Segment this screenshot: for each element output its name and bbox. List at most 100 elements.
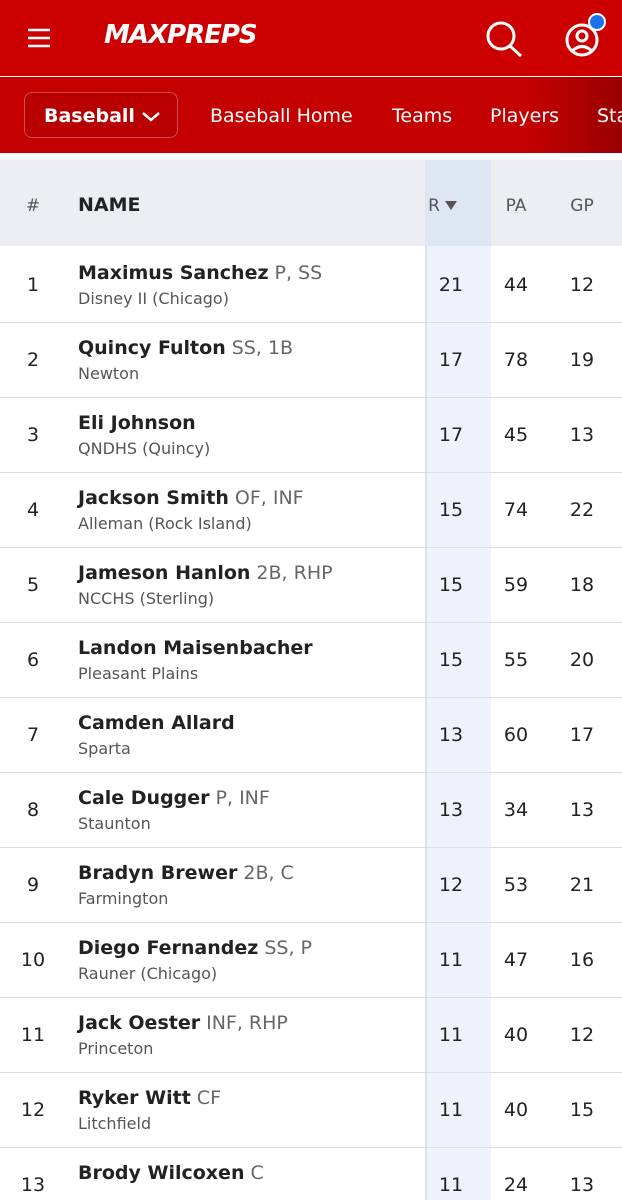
table-row[interactable]: 7 Camden Allard Sparta 13 60 17	[0, 697, 622, 773]
positions: 2B, C	[243, 862, 294, 884]
stat-pa: 40	[503, 1099, 529, 1121]
player-line: Jackson Smith OF, INF	[78, 487, 304, 509]
rank: 10	[20, 949, 46, 971]
stats-table: # NAME R PA GP 1 Maximus Sanchez P, SS Disney II…	[0, 160, 622, 1200]
player-name[interactable]: Cale Dugger	[78, 787, 210, 809]
table-row[interactable]: 10 Diego Fernandez SS, P Rauner (Chicago) 11…	[0, 922, 622, 998]
player-name[interactable]: Jack Oester	[78, 1012, 201, 1034]
chevron	[142, 112, 160, 122]
search-icon[interactable]	[486, 21, 523, 58]
table-row[interactable]: 8 Cale Dugger P, INF Staunton 13 34 13	[0, 772, 622, 848]
player-name[interactable]: Diego Fernandez	[78, 937, 259, 959]
table-row[interactable]: 6 Landon Maisenbacher Pleasant Plains 15 55 2…	[0, 622, 622, 698]
nav-bar: Baseball Baseball Home Teams Players Sta…	[0, 77, 622, 153]
table-row[interactable]: 3 Eli Johnson QNDHS (Quincy) 17 45 13	[0, 397, 622, 473]
table-row[interactable]: 9 Bradyn Brewer 2B, C Farmington 12 53 21	[0, 847, 622, 923]
rank: 3	[26, 424, 40, 446]
stat-pa: 47	[503, 949, 529, 971]
rank: 12	[20, 1099, 46, 1121]
table-row[interactable]: 4 Jackson Smith OF, INF Alleman (Rock Islan…	[0, 472, 622, 548]
stat-r: 11	[438, 1099, 464, 1121]
rank: 2	[26, 349, 40, 371]
player-line: Brody Wilcoxen C	[78, 1162, 264, 1184]
column-header[interactable]: R	[403, 196, 483, 216]
positions: 2B, RHP	[256, 562, 333, 584]
player-line: Jack Oester INF, RHP	[78, 1012, 288, 1034]
school: Staunton	[78, 814, 151, 833]
school: Litchfield	[78, 1114, 152, 1133]
player-name[interactable]: Eli Johnson	[78, 412, 196, 434]
sort-arrow	[444, 201, 457, 210]
positions: P, SS	[274, 262, 323, 284]
menu-icon[interactable]	[28, 28, 50, 48]
player-name[interactable]: Jameson Hanlon	[78, 562, 251, 584]
rank: 4	[26, 499, 40, 521]
positions: C	[250, 1162, 264, 1184]
stat-gp: 13	[569, 799, 595, 821]
player-name[interactable]: Jackson Smith	[78, 487, 229, 509]
stat-gp: 13	[569, 424, 595, 446]
positions: SS, P	[264, 937, 312, 959]
player-line: Maximus Sanchez P, SS	[78, 262, 322, 284]
player-line: Cale Dugger P, INF	[78, 787, 270, 809]
positions: CF	[196, 1087, 221, 1109]
player-name[interactable]: Brody Wilcoxen	[78, 1162, 245, 1184]
player-line: Landon Maisenbacher	[78, 637, 313, 659]
stat-gp: 13	[569, 1174, 595, 1196]
stat-r: 17	[438, 424, 464, 446]
player-name[interactable]: Landon Maisenbacher	[78, 637, 313, 659]
stat-pa: 24	[503, 1174, 529, 1196]
player-line: Ryker Witt CF	[78, 1087, 221, 1109]
table-row[interactable]: 12 Ryker Witt CF Litchfield 11 40 15	[0, 1072, 622, 1148]
player-name[interactable]: Camden Allard	[78, 712, 235, 734]
profile-icon[interactable]	[565, 23, 599, 57]
player-name[interactable]: Ryker Witt	[78, 1087, 191, 1109]
nav-link[interactable]: Stats	[597, 105, 622, 127]
rank: 8	[26, 799, 40, 821]
stat-gp: 20	[569, 649, 595, 671]
stat-pa: 45	[503, 424, 529, 446]
column-header[interactable]: PA	[505, 196, 527, 216]
school: Pleasant Plains	[78, 664, 199, 683]
nav-link[interactable]: Baseball Home	[210, 105, 353, 127]
school: Princeton	[78, 1039, 154, 1058]
column-header: #	[25, 196, 41, 216]
stat-pa: 78	[503, 349, 529, 371]
player-name[interactable]: Bradyn Brewer	[78, 862, 238, 884]
school: Rauner (Chicago)	[78, 964, 218, 983]
icons	[28, 13, 606, 58]
column-header[interactable]: GP	[570, 196, 594, 216]
player-name[interactable]: Quincy Fulton	[78, 337, 226, 359]
stat-r: 15	[438, 574, 464, 596]
sport-label: Baseball	[44, 105, 135, 127]
stat-gp: 17	[569, 724, 595, 746]
nav-link[interactable]: Players	[490, 105, 560, 127]
notification-dot	[588, 13, 606, 31]
school: NCCHS (Sterling)	[78, 589, 215, 608]
table-row[interactable]: 11 Jack Oester INF, RHP Princeton 11 40 12	[0, 997, 622, 1073]
stat-r: 17	[438, 349, 464, 371]
sorted-column	[425, 160, 491, 1200]
table-row[interactable]: 2 Quincy Fulton SS, 1B Newton 17 78 19	[0, 322, 622, 398]
player-line: Camden Allard	[78, 712, 235, 734]
stat-r: 13	[438, 724, 464, 746]
school: Sparta	[78, 739, 131, 758]
school: Alleman (Rock Island)	[78, 514, 252, 533]
logo[interactable]: MAXPREPS	[104, 20, 258, 50]
nav-link[interactable]: Teams	[392, 105, 453, 127]
stat-gp: 18	[569, 574, 595, 596]
sorted-header	[425, 160, 491, 246]
school: Newton	[78, 364, 140, 383]
positions: SS, 1B	[231, 337, 294, 359]
top-bar: MAXPREPS	[0, 0, 622, 76]
player-name[interactable]: Maximus Sanchez	[78, 262, 269, 284]
stat-r: 21	[438, 274, 464, 296]
rank: 13	[20, 1174, 46, 1196]
sport-dropdown[interactable]: Baseball	[24, 92, 178, 138]
stat-pa: 60	[503, 724, 529, 746]
table-row[interactable]: 1 Maximus Sanchez P, SS Disney II (Chicago)…	[0, 247, 622, 323]
stat-r: 15	[438, 649, 464, 671]
positions: INF, RHP	[206, 1012, 288, 1034]
table-row[interactable]: 5 Jameson Hanlon 2B, RHP NCCHS (Sterling) 15…	[0, 547, 622, 623]
table-row[interactable]: 13 Brody Wilcoxen C 11 24 13	[0, 1147, 622, 1200]
